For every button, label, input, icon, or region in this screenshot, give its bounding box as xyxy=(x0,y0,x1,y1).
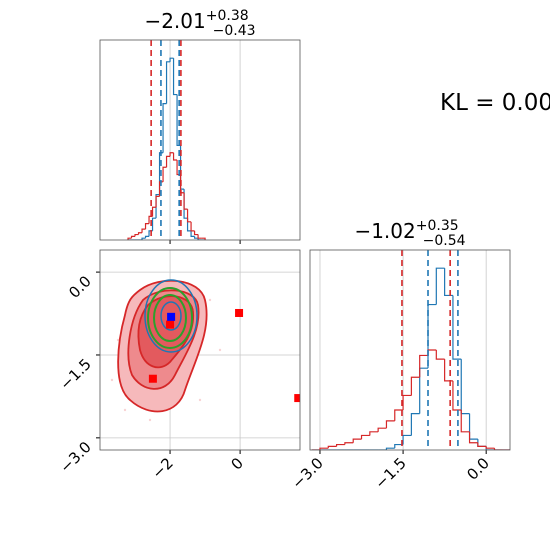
histogram-step xyxy=(144,235,150,239)
histogram-step xyxy=(493,448,503,450)
histogram-step xyxy=(172,58,178,96)
histogram-step xyxy=(190,221,195,232)
histogram-step xyxy=(452,380,462,411)
histogram-step xyxy=(201,237,206,240)
histogram-step xyxy=(169,57,174,62)
contours xyxy=(110,279,222,422)
histogram-step xyxy=(477,439,487,447)
histogram-step xyxy=(127,237,132,240)
histogram-step xyxy=(165,61,171,104)
histogram-step xyxy=(419,367,429,414)
histogram-step xyxy=(148,215,153,224)
panel-title: −1.02+0.35 −0.54 xyxy=(354,218,465,249)
y-tick-label: 0.0 xyxy=(65,272,95,302)
histogram-step xyxy=(402,394,412,410)
histogram-step xyxy=(186,209,192,223)
title-value: −1.02 xyxy=(354,219,415,243)
title-upper: +0.38 xyxy=(206,8,249,24)
histogram-step xyxy=(377,427,387,432)
marker xyxy=(235,308,244,317)
histogram-step xyxy=(130,235,136,239)
y-tick-label: −1.5 xyxy=(56,355,94,393)
histogram-step xyxy=(444,268,453,297)
histogram-step xyxy=(410,376,420,396)
histogram-step xyxy=(151,206,157,217)
panel-frame xyxy=(309,249,511,451)
histogram-step xyxy=(452,295,462,360)
marker xyxy=(148,374,157,383)
histogram-step xyxy=(460,359,470,415)
histogram-step xyxy=(190,230,195,237)
histogram-step xyxy=(468,413,478,440)
histogram-step xyxy=(144,223,150,230)
histogram-step xyxy=(477,442,487,447)
x-tick-label: −1.5 xyxy=(371,454,409,492)
histogram-step xyxy=(151,217,157,231)
histogram-step xyxy=(197,234,202,239)
title-lower: −0.43 xyxy=(213,23,256,39)
histogram-step xyxy=(162,166,167,182)
panel xyxy=(127,40,241,240)
histogram-step xyxy=(162,103,167,153)
histogram-step xyxy=(155,195,160,208)
panel xyxy=(100,250,300,450)
histogram-step xyxy=(360,434,370,440)
marker xyxy=(167,312,176,321)
histogram-step xyxy=(169,152,174,157)
panel-frame xyxy=(99,249,301,451)
histogram-step xyxy=(394,409,404,421)
histogram-step xyxy=(183,192,188,210)
histogram-step xyxy=(193,236,199,239)
histogram-step xyxy=(141,228,146,233)
histogram-step xyxy=(172,152,178,161)
histogram-step xyxy=(158,152,164,195)
histogram-step xyxy=(165,155,171,168)
x-tick-label: −2 xyxy=(149,454,177,482)
marker xyxy=(294,394,300,403)
histogram-step xyxy=(335,443,345,447)
x-tick-label: 0 xyxy=(227,454,246,473)
histogram-step xyxy=(186,218,192,232)
histogram-step xyxy=(327,445,337,449)
histogram-step xyxy=(344,442,354,445)
histogram-step xyxy=(137,232,143,235)
title-upper: +0.35 xyxy=(416,218,459,234)
histogram-step xyxy=(394,443,404,449)
histogram-step xyxy=(385,447,395,450)
histogram-step xyxy=(385,420,395,429)
panel-title: −2.01+0.38 −0.43 xyxy=(144,8,255,39)
histogram-step xyxy=(435,267,445,305)
histogram-step xyxy=(419,354,429,378)
histogram-step xyxy=(427,349,437,356)
kl-annotation: KL = 0.00 xyxy=(440,90,550,116)
x-tick-label: 0.0 xyxy=(463,454,493,484)
histogram-step xyxy=(460,410,470,433)
histogram-step xyxy=(134,233,139,237)
histogram-step xyxy=(435,350,445,360)
histogram-step xyxy=(468,431,478,444)
histogram-step xyxy=(402,434,412,445)
panel-frame xyxy=(99,39,301,241)
panel xyxy=(311,250,510,450)
x-tick-label: −3.0 xyxy=(288,454,326,492)
histogram-step xyxy=(155,193,160,219)
histogram-step xyxy=(410,413,420,436)
histogram-step xyxy=(141,237,146,240)
title-value: −2.01 xyxy=(144,9,205,33)
histogram-step xyxy=(158,181,164,197)
histogram-step xyxy=(369,431,379,436)
y-tick-label: −3.0 xyxy=(56,438,94,476)
histogram-step xyxy=(352,438,362,443)
histogram-step xyxy=(444,359,453,382)
histogram-step xyxy=(319,447,329,450)
histogram-step xyxy=(485,446,495,449)
histogram-step xyxy=(197,238,202,240)
histogram-step xyxy=(193,230,199,236)
histogram-step xyxy=(427,303,437,369)
title-lower: −0.54 xyxy=(423,233,466,249)
marker xyxy=(166,320,175,329)
